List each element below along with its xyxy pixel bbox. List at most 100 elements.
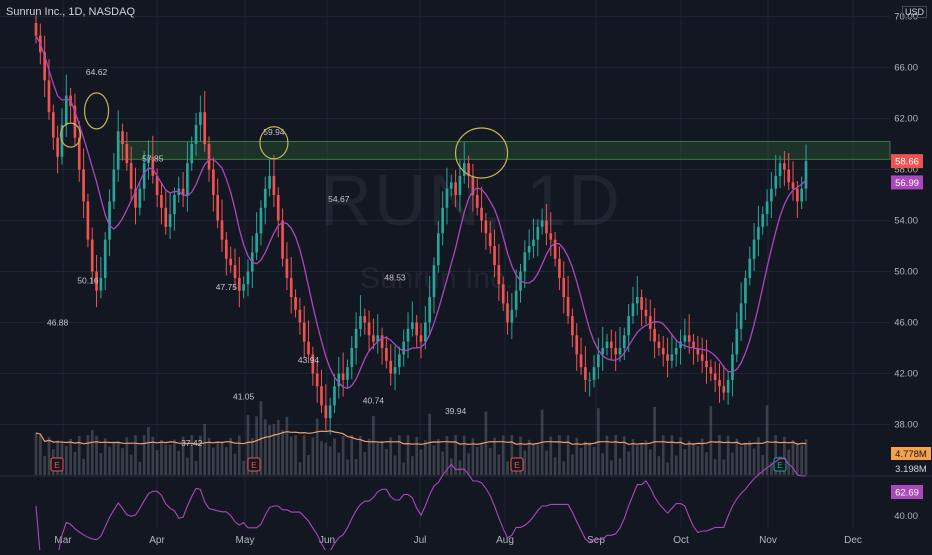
volume-bar (622, 436, 626, 475)
volume-bar (718, 435, 721, 475)
candle-body (263, 188, 267, 208)
candle-body (558, 258, 561, 278)
volume-bar (549, 436, 553, 475)
volume-bar (376, 443, 380, 475)
volume-bar (289, 436, 293, 475)
volume-bar (268, 425, 271, 475)
candle-body (423, 322, 427, 342)
volume-bar (545, 450, 548, 475)
volume-bar (285, 416, 289, 475)
y-tick-label: 58.00 (894, 165, 918, 176)
volume-bar (713, 459, 717, 475)
candle-body (406, 328, 410, 342)
volume-bar (618, 458, 622, 475)
x-tick-label: Mar (54, 535, 72, 546)
candle-body (752, 239, 756, 259)
volume-bar (82, 458, 85, 475)
volume-bar (653, 406, 656, 475)
candle-body (419, 335, 423, 342)
volume-bar (661, 435, 665, 475)
candle-body (536, 226, 540, 240)
volume-bar (584, 441, 587, 475)
candle-body (73, 105, 77, 138)
earnings-label: E (251, 460, 257, 470)
volume-bar (744, 442, 747, 475)
x-tick-label: Jul (414, 535, 427, 546)
price-label: 41.05 (233, 392, 255, 402)
candle-body (428, 297, 431, 323)
candle-body (116, 131, 120, 170)
candle-body (467, 163, 470, 176)
candle-body (618, 348, 622, 355)
candle-body (787, 169, 791, 183)
candle-body (735, 328, 739, 355)
volume-bar (393, 455, 397, 475)
volume-bar (116, 441, 120, 475)
currency-label[interactable]: USD (902, 6, 928, 18)
symbol-title[interactable]: Sunrun Inc., 1D, NASDAQ (6, 6, 135, 18)
volume-bar (501, 435, 505, 475)
candle-body (709, 367, 713, 374)
volume-bar (155, 450, 159, 475)
volume-bar (644, 440, 648, 475)
volume-bar (341, 435, 345, 475)
candle-body (674, 348, 678, 355)
candle-body (203, 112, 207, 145)
ma-badge (891, 175, 923, 190)
candle-body (610, 341, 613, 349)
candle-body (272, 175, 276, 196)
volume-bar (553, 457, 557, 475)
volume-bar (298, 462, 302, 475)
volume-bar (579, 447, 583, 475)
earnings-icon (247, 457, 261, 472)
candle-body (584, 367, 587, 380)
candle-body (545, 220, 548, 234)
volume-bar (610, 460, 613, 475)
price-label: 50.16 (77, 275, 99, 285)
candle-body (804, 161, 808, 189)
earnings-icon (510, 457, 524, 472)
candle-body (687, 335, 691, 342)
volume-bar (506, 461, 509, 475)
volume-bar (770, 462, 773, 475)
volume-bar (558, 435, 561, 475)
candle-body (713, 373, 717, 380)
candle-body (692, 341, 695, 349)
candle-body (540, 220, 544, 227)
candle-body (800, 188, 804, 202)
volume-bar (307, 455, 310, 475)
candle-body (700, 354, 704, 361)
volume-bar (337, 452, 341, 475)
candle-body (726, 379, 730, 393)
candle-body (488, 233, 492, 247)
watermark-name: Sunrun Inc. (360, 262, 514, 295)
candle-body (415, 322, 419, 336)
volume-bar (484, 411, 488, 475)
candle-body (276, 195, 280, 221)
volume-bar (804, 439, 808, 475)
volume-bar (38, 435, 42, 475)
price-label: 47.75 (216, 282, 238, 292)
candle-body (268, 175, 271, 189)
volume-bar (181, 436, 185, 475)
volume-bar (255, 416, 258, 475)
highlight-circle (83, 92, 110, 130)
volume-ma-line (35, 430, 807, 445)
volume-bar (432, 445, 436, 475)
volume-bar (302, 435, 306, 475)
ma-value: 56.99 (895, 178, 919, 189)
candle-body (588, 379, 592, 381)
candle-body (744, 277, 747, 304)
volume-bar (203, 424, 207, 475)
candle-body (441, 207, 444, 234)
volume-bar (705, 452, 708, 475)
candle-body (731, 354, 734, 380)
volume-bar (164, 444, 168, 475)
volume-bar (359, 435, 362, 475)
volume-bar (692, 443, 695, 475)
candle-body (51, 112, 55, 138)
volume-bar (406, 435, 410, 475)
candle-body (683, 335, 687, 342)
